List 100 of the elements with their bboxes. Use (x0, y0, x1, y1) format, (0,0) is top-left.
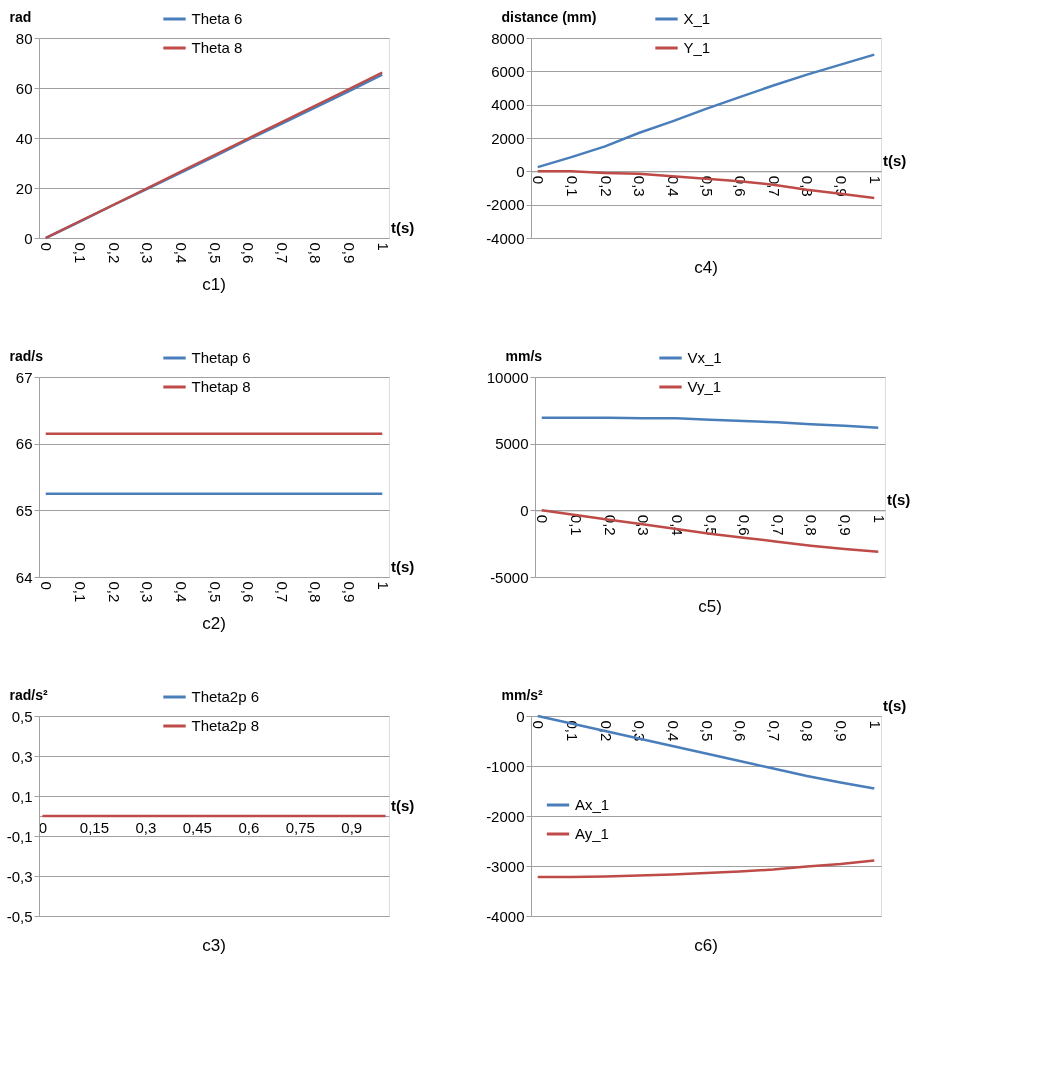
x-axis-title: t(s) (887, 491, 911, 509)
y-tick-label: -2000 (486, 807, 525, 825)
legend-label: Theta 6 (191, 10, 243, 27)
x-tick-label: 0,75 (285, 818, 315, 836)
x-tick-label: 0,5 (206, 242, 224, 264)
y-tick-label: -4000 (486, 907, 525, 925)
x-tick-label: 0,6 (238, 818, 260, 836)
x-axis-title: t(s) (883, 697, 907, 714)
legend-label: Ax_1 (575, 796, 610, 813)
text: c3) (202, 936, 226, 955)
x-tick-label: 0 (530, 175, 548, 185)
y-tick-label: -0,1 (6, 827, 33, 845)
x-tick-label: 0 (38, 242, 56, 251)
legend-label: Thetap 8 (191, 378, 251, 395)
x-tick-label: 0,7 (765, 175, 783, 197)
y-tick-label: 60 (15, 79, 33, 97)
legend-label: Theta2p 8 (191, 717, 260, 734)
x-tick-label: 0,3 (635, 514, 653, 536)
legend-label: Vy_1 (687, 378, 722, 395)
x-tick-label: 1 (374, 242, 392, 251)
x-tick-label: 0,8 (307, 581, 325, 603)
legend-label: Theta 8 (191, 39, 243, 56)
y-tick-label: -0,5 (6, 907, 33, 925)
y-tick-label: -4000 (486, 229, 525, 247)
x-axis-title: t(s) (391, 797, 415, 814)
y-tick-label: -3000 (486, 857, 525, 875)
text: c5) (698, 597, 722, 616)
legend-label: X_1 (683, 10, 711, 27)
x-tick-label: 0,5 (206, 581, 224, 603)
x-tick-label: 0,3 (631, 175, 649, 197)
x-tick-label: 0,7 (273, 581, 291, 603)
legend-label: Theta2p 6 (191, 688, 260, 705)
x-tick-label: 1 (866, 175, 884, 185)
y-axis-title: rad/s (9, 347, 44, 364)
y-tick-label: 64 (15, 568, 33, 586)
text: c2) (202, 613, 226, 633)
x-tick-label: 0,8 (799, 720, 817, 742)
x-tick-label: 0,6 (736, 514, 754, 536)
x-tick-label: 0,5 (698, 720, 716, 742)
x-tick-label: 0,7 (765, 720, 783, 742)
x-tick-label: 0,2 (597, 720, 615, 742)
y-axis-title: rad (9, 8, 32, 25)
x-tick-label: 0,9 (341, 818, 363, 836)
y-tick-label: 10000 (486, 368, 529, 386)
x-tick-label: 0 (38, 581, 56, 590)
x-tick-label: 1 (374, 581, 392, 590)
x-tick-label: 0,6 (240, 242, 258, 264)
x-tick-label: 0,6 (732, 720, 750, 742)
x-axis-title: t(s) (883, 152, 907, 170)
x-tick-label: 0,3 (139, 581, 157, 603)
y-axis-title: mm/s² (501, 686, 544, 703)
x-tick-label: 0,15 (79, 818, 109, 836)
x-axis-title: t(s) (391, 219, 415, 236)
y-tick-label: 5000 (495, 435, 529, 453)
x-tick-label: 0,8 (307, 242, 325, 264)
text: c1) (202, 274, 226, 294)
x-tick-label: 0,3 (135, 818, 157, 836)
legend-label: Ay_1 (575, 825, 609, 842)
x-tick-label: 0,45 (182, 818, 212, 836)
y-tick-label: 0,3 (11, 747, 33, 765)
x-tick-label: 0,9 (341, 242, 359, 264)
text: c4) (694, 258, 718, 277)
y-tick-label: 20 (15, 179, 33, 197)
y-tick-label: 67 (15, 368, 33, 386)
y-tick-label: -5000 (490, 568, 529, 586)
x-tick-label: 0,7 (273, 242, 291, 264)
x-axis-title: t(s) (391, 558, 415, 575)
x-tick-label: 1 (870, 514, 888, 524)
y-tick-label: 0,1 (11, 787, 33, 805)
y-tick-label: -2000 (486, 196, 525, 214)
x-tick-label: 0,9 (837, 514, 855, 536)
x-tick-label: 0,4 (172, 242, 190, 264)
x-tick-label: 0 (534, 514, 552, 524)
x-tick-label: 0,9 (833, 720, 851, 742)
y-axis-title: rad/s² (9, 686, 48, 703)
y-tick-label: -1000 (486, 757, 525, 775)
legend-label: Y_1 (683, 39, 711, 56)
x-tick-label: 0 (530, 720, 548, 729)
x-tick-label: 0,1 (71, 581, 89, 603)
y-tick-label: 6000 (491, 62, 525, 80)
x-tick-label: 0,3 (139, 242, 157, 264)
y-tick-label: -0,3 (6, 867, 33, 885)
legend-label: Vx_1 (687, 349, 722, 366)
y-tick-label: 8000 (491, 29, 525, 47)
x-tick-label: 0,2 (597, 175, 615, 197)
x-tick-label: 0,1 (71, 242, 89, 264)
x-tick-label: 0,2 (105, 581, 123, 603)
y-tick-label: 4000 (491, 96, 525, 114)
x-tick-label: 0,8 (803, 514, 821, 536)
x-tick-label: 0,7 (769, 514, 787, 536)
y-tick-label: 40 (15, 129, 33, 147)
y-tick-label: 65 (15, 501, 33, 519)
y-tick-label: 2000 (491, 129, 525, 147)
x-tick-label: 0,1 (563, 175, 581, 197)
x-tick-label: 0,6 (240, 581, 258, 603)
y-tick-label: 80 (15, 29, 33, 47)
x-tick-label: 0,9 (341, 581, 359, 603)
y-tick-label: 66 (15, 435, 33, 453)
x-tick-label: 0,4 (172, 581, 190, 603)
legend-label: Thetap 6 (191, 349, 251, 366)
